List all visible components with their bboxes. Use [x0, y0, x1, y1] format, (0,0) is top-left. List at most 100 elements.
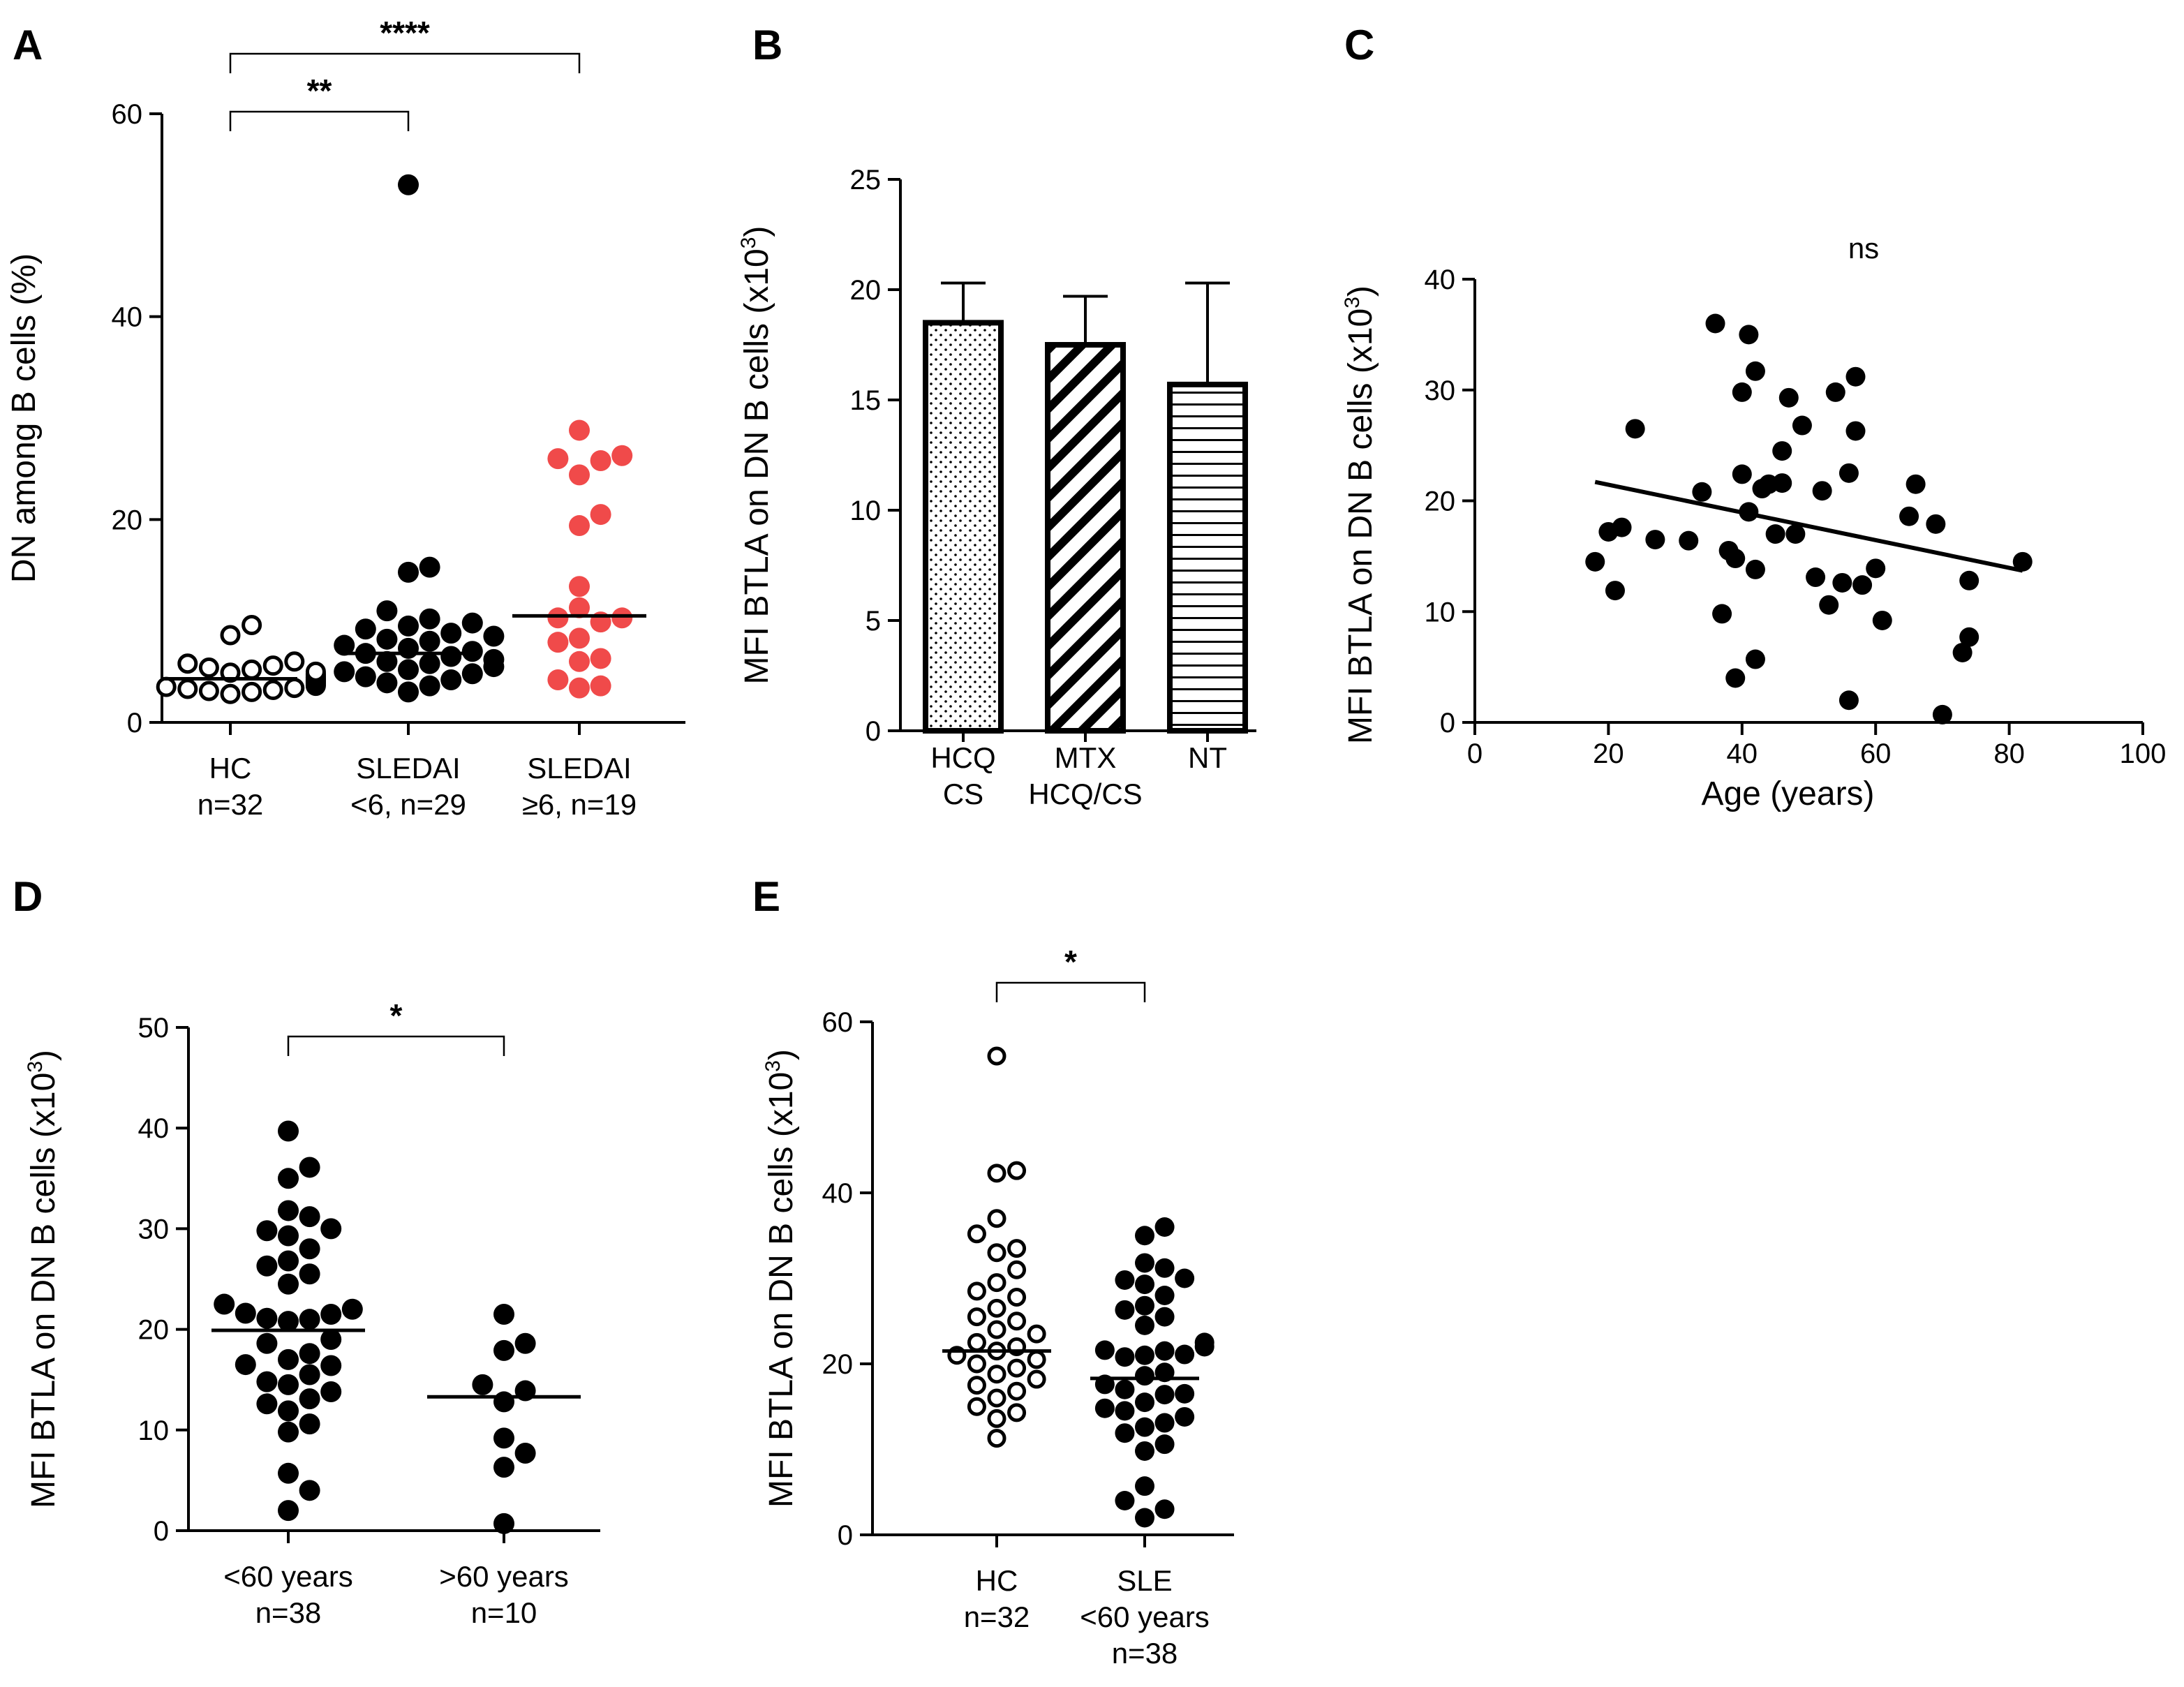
data-point — [547, 607, 569, 629]
data-point — [1838, 690, 1859, 711]
y-tick-label: 0 — [1440, 708, 1455, 738]
data-point — [493, 1457, 514, 1478]
data-point — [1175, 1344, 1195, 1365]
data-point — [1007, 1161, 1027, 1180]
y-tick-label: 50 — [138, 1013, 170, 1043]
data-point — [2012, 551, 2033, 572]
data-point — [1094, 1340, 1115, 1360]
y-axis-title-close: ) — [1342, 285, 1379, 297]
data-point — [177, 653, 198, 674]
y-tick-label: 20 — [850, 275, 882, 306]
y-axis-title-close: ) — [738, 226, 775, 237]
data-point — [1952, 642, 1973, 662]
bar-pattern — [1048, 345, 1123, 731]
group-label: <60 years — [1080, 1600, 1210, 1633]
data-point — [278, 1500, 299, 1522]
data-point — [1906, 474, 1926, 494]
y-tick-label: 0 — [866, 716, 881, 747]
data-point — [320, 1218, 342, 1240]
data-point — [299, 1157, 320, 1178]
data-point — [493, 1339, 514, 1361]
data-point — [299, 1480, 320, 1501]
data-point — [1819, 595, 1839, 615]
data-point — [493, 1303, 514, 1325]
data-point — [256, 1220, 278, 1242]
data-point — [278, 1250, 299, 1272]
panel-letter: C — [1344, 22, 1374, 68]
data-point — [1765, 524, 1785, 544]
data-point — [1115, 1379, 1135, 1399]
data-point — [611, 445, 633, 466]
data-point — [299, 1309, 320, 1330]
data-point — [569, 515, 590, 537]
significance-bracket — [287, 1035, 505, 1056]
regression-line — [1594, 480, 2023, 573]
y-tick-label: 40 — [1425, 265, 1456, 295]
data-point — [967, 1307, 986, 1327]
y-tick-label: 40 — [112, 302, 143, 333]
data-point — [1852, 575, 1873, 595]
data-point — [278, 1273, 299, 1295]
data-point — [569, 464, 590, 486]
data-point — [987, 1409, 1006, 1428]
data-point — [987, 1320, 1006, 1339]
ns-annotation: ns — [1848, 232, 1879, 265]
data-point — [156, 676, 177, 697]
data-point — [987, 1243, 1006, 1263]
data-point — [198, 657, 219, 678]
data-point — [590, 450, 611, 472]
data-point — [1115, 1491, 1135, 1510]
data-point — [569, 576, 590, 597]
data-point — [299, 1364, 320, 1385]
data-point — [1115, 1423, 1135, 1443]
data-point — [1194, 1332, 1214, 1353]
data-point — [514, 1442, 536, 1464]
category-label: MTX — [1055, 741, 1117, 774]
data-point — [987, 1429, 1006, 1448]
y-axis-title-superscript: 3 — [1341, 297, 1364, 309]
y-tick-label: 20 — [112, 505, 143, 535]
y-tick-label: 0 — [127, 708, 142, 738]
data-point — [1739, 325, 1759, 345]
data-point — [1692, 482, 1712, 502]
data-point — [461, 641, 483, 662]
data-point — [262, 679, 283, 700]
data-point — [1154, 1434, 1175, 1455]
data-point — [1845, 421, 1866, 441]
data-point — [440, 623, 462, 644]
y-axis-title: DN among B cells (%) — [6, 253, 43, 583]
data-point — [341, 1298, 363, 1320]
data-point — [1154, 1307, 1175, 1327]
panel-letter: D — [13, 873, 43, 920]
data-point — [1094, 1398, 1115, 1418]
data-point — [440, 646, 462, 667]
group-label: <60 years — [223, 1560, 353, 1593]
group-label: n=32 — [964, 1600, 1030, 1633]
data-point — [1135, 1345, 1154, 1365]
y-tick-label: 25 — [850, 165, 882, 195]
data-point — [177, 678, 198, 699]
data-point — [299, 1343, 320, 1365]
y-tick-label: 30 — [1425, 376, 1456, 406]
data-point — [1115, 1300, 1135, 1320]
data-point — [320, 1303, 342, 1325]
panel-C: C 0 10 20 30 40 0 20 40 60 80 100 Age (years) MFI BTL… — [1341, 22, 2166, 812]
data-point — [569, 627, 590, 649]
data-point — [1772, 473, 1792, 493]
bar-pattern — [926, 322, 1001, 731]
data-point — [1175, 1268, 1195, 1288]
data-point — [1175, 1406, 1195, 1427]
data-point — [547, 669, 569, 690]
data-point — [590, 675, 611, 697]
data-point — [1838, 463, 1859, 483]
category-label: CS — [943, 778, 983, 810]
data-point — [299, 1238, 320, 1260]
data-point — [320, 1355, 342, 1376]
significance-label: ** — [307, 73, 332, 109]
y-axis-title-text: MFI BTLA on DN B cells (x10 — [1342, 309, 1379, 744]
data-point — [242, 681, 262, 702]
data-point — [1612, 517, 1632, 537]
y-tick-label: 60 — [112, 99, 143, 130]
data-point — [1832, 572, 1852, 593]
